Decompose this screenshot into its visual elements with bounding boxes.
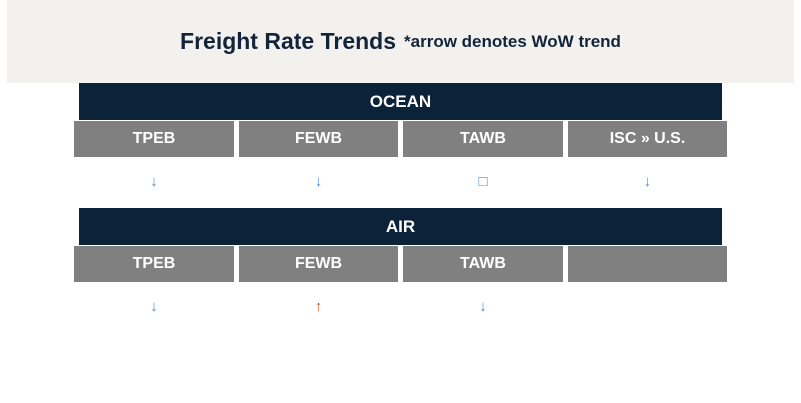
trend-arrow: ↓ <box>150 298 158 315</box>
lane-cell: TAWB <box>403 121 563 157</box>
trend-arrow: □ <box>478 173 488 190</box>
section-header: AIR <box>79 208 722 245</box>
header: Freight Rate Trends *arrow denotes WoW t… <box>7 0 794 83</box>
lane-cell: FEWB <box>239 246 398 282</box>
lane-cell: TAWB <box>403 246 563 282</box>
lane-cell: TPEB <box>74 121 234 157</box>
lane-cell: TPEB <box>74 246 234 282</box>
title: Freight Rate Trends <box>180 28 397 54</box>
trend-arrow: ↑ <box>314 298 323 315</box>
lane-cell: FEWB <box>239 121 398 157</box>
trend-arrow: ↓ <box>643 173 652 190</box>
trend-arrow: ↓ <box>479 298 487 315</box>
trend-arrow: ↓ <box>150 173 158 190</box>
empty-cell <box>568 246 727 282</box>
section-header: OCEAN <box>79 83 722 120</box>
lane-cell: ISC » U.S. <box>568 121 727 157</box>
subtitle: *arrow denotes WoW trend <box>404 31 621 51</box>
trend-arrow: ↓ <box>314 173 323 190</box>
